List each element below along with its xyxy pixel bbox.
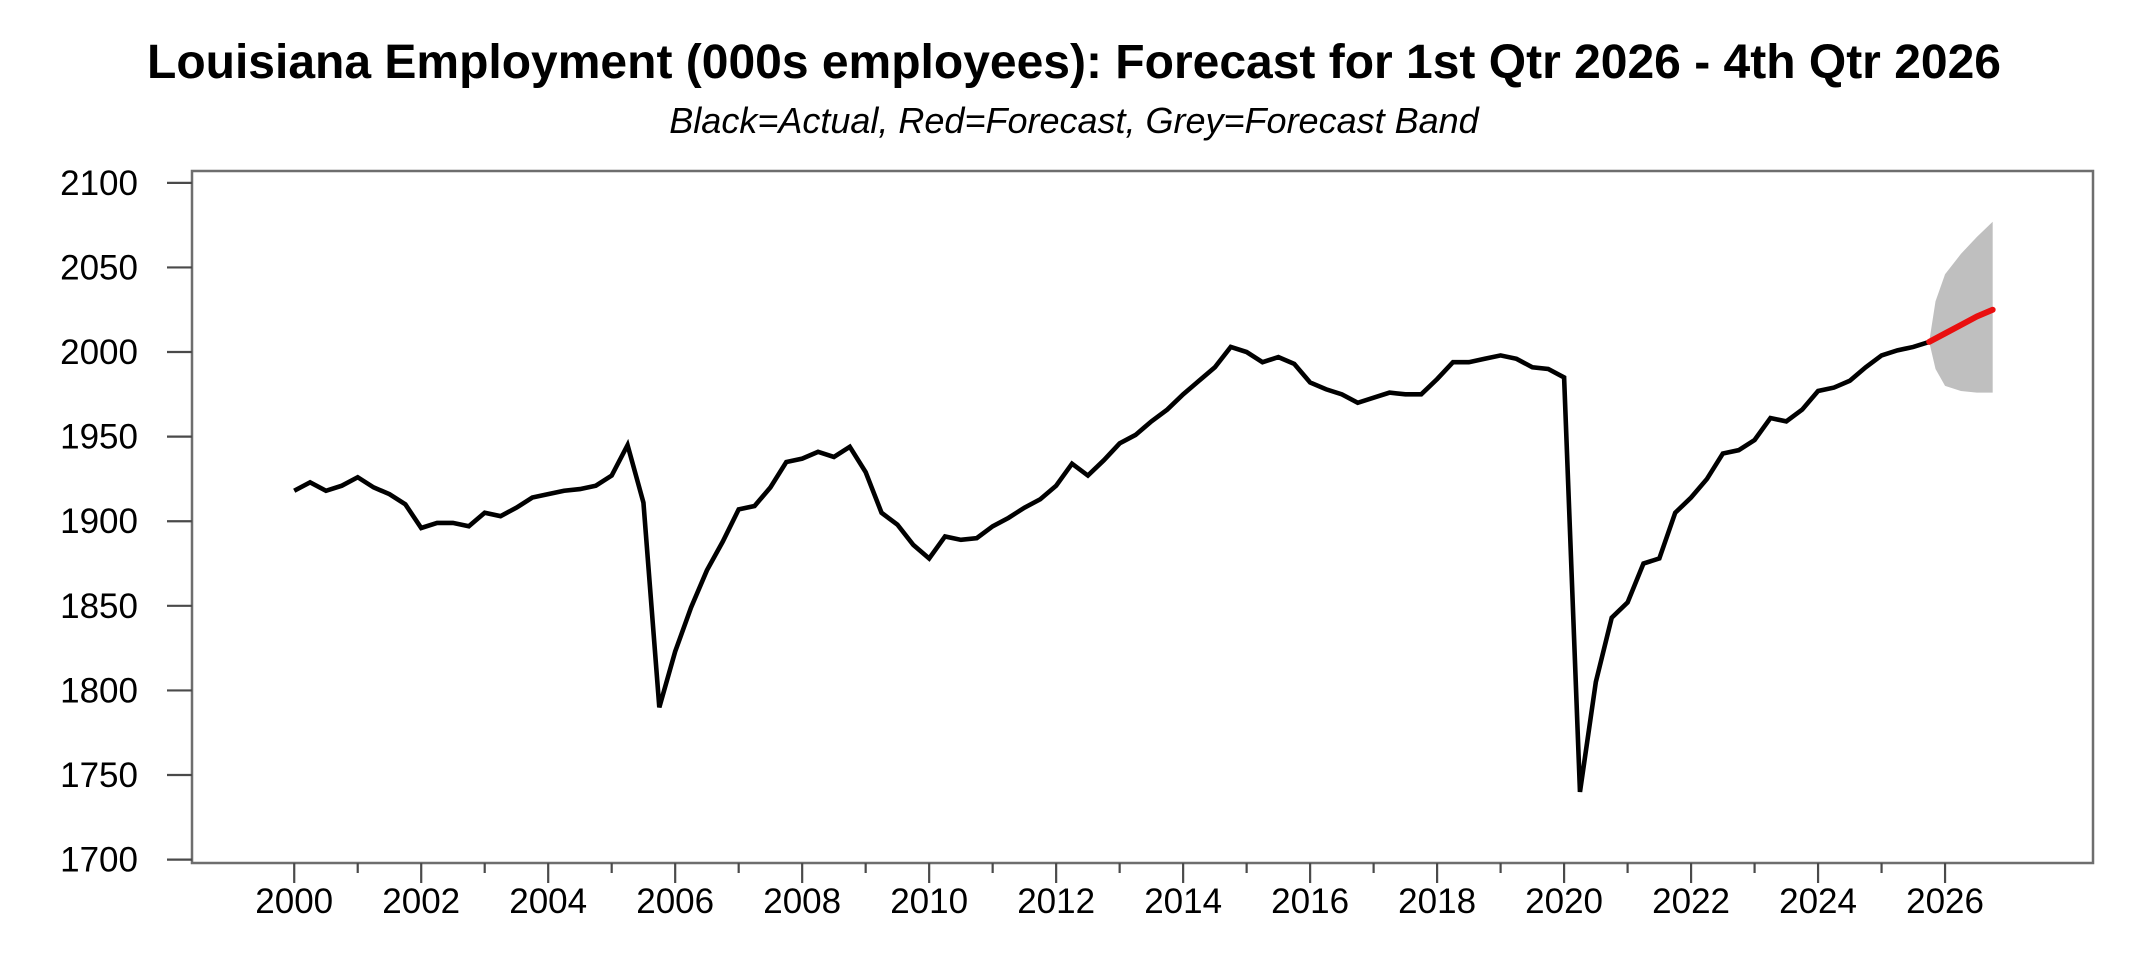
plot-area: 1700 1750 1800 1850 1900 1950 2000 2050 2100 2000… — [60, 164, 2095, 921]
x-tick-label: 2026 — [1906, 882, 1984, 921]
y-tick-label: 1900 — [60, 502, 138, 541]
x-tick-label: 2020 — [1525, 882, 1603, 921]
y-tick-label: 1700 — [60, 841, 138, 880]
y-tick-label: 2100 — [60, 164, 138, 203]
x-tick-label: 2004 — [509, 882, 587, 921]
forecast-band-area — [1929, 221, 1993, 393]
chart-legend-subtitle: Black=Actual, Red=Forecast, Grey=Forecas… — [669, 100, 1479, 141]
forecast-line — [1926, 306, 1996, 345]
y-tick-label: 1800 — [60, 671, 138, 710]
x-tick-label: 2000 — [255, 882, 333, 921]
actual-line — [293, 339, 1930, 793]
chart-title: Louisiana Employment (000s employees): F… — [147, 36, 2001, 89]
x-tick-label: 2022 — [1652, 882, 1730, 921]
x-tick-label: 2008 — [763, 882, 841, 921]
y-tick-label: 2000 — [60, 333, 138, 372]
y-tick-label: 2050 — [60, 248, 138, 287]
x-tick-label: 2002 — [382, 882, 460, 921]
y-tick-label: 1750 — [60, 756, 138, 795]
x-axis: 2000 2002 2004 2006 2008 2010 2012 2014 2016 2018… — [255, 863, 1984, 921]
y-tick-label: 1950 — [60, 418, 138, 457]
x-tick-label: 2018 — [1398, 882, 1476, 921]
x-tick-label: 2006 — [636, 882, 714, 921]
x-tick-label: 2016 — [1271, 882, 1349, 921]
x-tick-label: 2012 — [1017, 882, 1095, 921]
x-tick-label: 2024 — [1779, 882, 1857, 921]
y-axis: 1700 1750 1800 1850 1900 1950 2000 2050 2100 — [60, 164, 192, 880]
plot-frame — [190, 169, 2095, 865]
x-tick-label: 2014 — [1144, 882, 1222, 921]
x-tick-label: 2010 — [890, 882, 968, 921]
y-tick-label: 1850 — [60, 587, 138, 626]
